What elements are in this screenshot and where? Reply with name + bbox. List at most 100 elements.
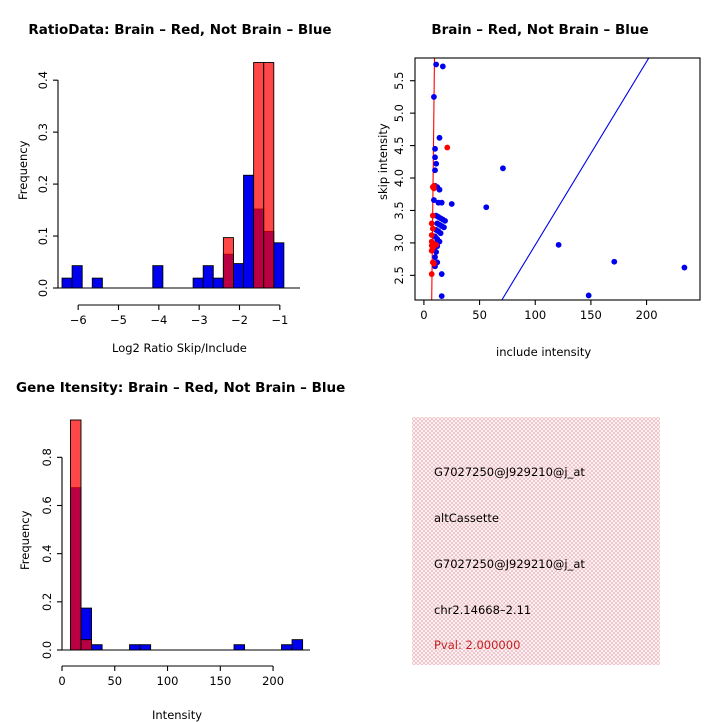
scatter-point <box>431 260 437 267</box>
info-chromosome-location: chr2.14668–2.11 <box>434 603 532 617</box>
histogram-bar <box>253 62 265 289</box>
scatter-point <box>441 224 447 231</box>
scatter-point <box>429 212 436 219</box>
scatter-point <box>442 217 448 224</box>
gene-x-tick-label: 150 <box>209 674 231 688</box>
histogram-bar <box>152 265 164 289</box>
histogram-bar <box>202 265 214 289</box>
scatter-point <box>611 258 618 265</box>
gene-x-tick-label: 200 <box>262 674 284 688</box>
histogram-bar <box>80 639 92 651</box>
scatter-x-tick-label: 50 <box>472 308 487 322</box>
gene-histogram-title: Gene Itensity: Brain – Red, Not Brain – … <box>16 380 346 396</box>
scatter-point <box>428 247 435 254</box>
ratio-y-tick-label: 0.2 <box>36 175 50 193</box>
gene-histogram-xlabel: Intensity <box>152 708 203 722</box>
gene-y-tick-label: 0.8 <box>40 448 54 466</box>
ratio-x-tick-label: −4 <box>150 313 167 327</box>
info-probe-id-primary: G7027250@J929210@j_at <box>434 465 585 479</box>
scatter-data-group <box>428 58 688 300</box>
ratio-y-tick-label: 0.1 <box>36 227 50 245</box>
histogram-bar <box>281 644 293 651</box>
histogram-bar <box>91 644 103 651</box>
scatter-y-tick-label: 5.5 <box>392 72 406 90</box>
scatter-point <box>444 144 451 151</box>
info-probe-id-secondary: G7027250@J929210@j_at <box>434 557 585 571</box>
scatter-canvas: 2.5 3.0 3.5 4.0 4.5 5.0 5.5 0 50 100 150 200 <box>392 57 701 322</box>
scatter-point <box>433 160 440 167</box>
info-pvalue: Pval: 2.000000 <box>434 638 521 652</box>
ratio-histogram-ylabel: Frequency <box>16 140 30 200</box>
scatter-title: Brain – Red, Not Brain – Blue <box>431 22 649 38</box>
histogram-bar <box>139 644 152 651</box>
scatter-point <box>436 134 443 141</box>
ratio-x-tick-label: −3 <box>191 313 208 327</box>
ratio-x-tick-label: −2 <box>231 313 248 327</box>
gene-hist-group: 0.0 0.2 0.4 0.6 0.8 0 50 100 150 200 <box>40 419 310 688</box>
scatter-point <box>585 292 592 299</box>
histogram-bar <box>192 277 204 289</box>
histogram-bar <box>233 644 246 651</box>
scatter-point <box>431 197 437 203</box>
histogram-bar <box>69 419 82 651</box>
scatter-point <box>681 264 688 271</box>
ratio-y-tick-label: 0.3 <box>36 123 50 141</box>
histogram-bar <box>273 242 285 289</box>
scatter-point <box>448 201 455 207</box>
gene-x-tick-label: 0 <box>58 674 65 688</box>
scatter-point <box>433 249 440 255</box>
scatter-point <box>428 271 435 277</box>
gene-y-tick-label: 0.4 <box>40 545 54 563</box>
ratio-x-tick-label: −5 <box>110 313 127 327</box>
ratio-y-tick-label: 0.4 <box>36 71 50 89</box>
panel-ratio-histogram: RatioData: Brain – Red, Not Brain – Blue… <box>0 0 360 360</box>
scatter-point <box>432 145 438 152</box>
histogram-bar <box>232 263 244 289</box>
scatter-point <box>428 232 435 239</box>
gene-y-tick-label: 0.2 <box>40 593 54 611</box>
scatter-point <box>500 165 506 172</box>
gene-histogram-canvas: 0.0 0.2 0.4 0.6 0.8 0 50 100 150 200 <box>40 419 310 688</box>
histogram-bar <box>263 62 275 289</box>
scatter-point <box>438 199 445 206</box>
gene-x-tick-label: 100 <box>157 674 179 688</box>
ratio-x-tick-label: −1 <box>271 313 288 327</box>
panel-gene-intensity-histogram: Gene Itensity: Brain – Red, Not Brain – … <box>0 360 360 722</box>
gene-histogram-ylabel: Frequency <box>18 510 32 570</box>
histogram-bar <box>222 237 234 289</box>
scatter-y-tick-label: 3.0 <box>392 234 406 252</box>
ratio-hist-group: 0.0 0.1 0.2 0.3 0.4 −6 −5 −4 −3 −2 −1 <box>36 62 300 327</box>
scatter-point <box>439 63 446 70</box>
scatter-point <box>429 225 436 232</box>
gene-x-tick-label: 50 <box>107 674 122 688</box>
scatter-x-tick-label: 0 <box>420 308 427 322</box>
ratio-histogram-title: RatioData: Brain – Red, Not Brain – Blue <box>28 22 332 38</box>
gene-y-tick-label: 0.0 <box>40 641 54 659</box>
histogram-bar <box>212 277 224 289</box>
scatter-group: 2.5 3.0 3.5 4.0 4.5 5.0 5.5 0 50 100 150 200 <box>392 57 701 322</box>
histogram-bar <box>129 644 141 651</box>
scatter-point <box>428 220 435 227</box>
ratio-histogram-canvas: 0.0 0.1 0.2 0.3 0.4 −6 −5 −4 −3 −2 −1 <box>36 62 300 327</box>
scatter-point <box>438 271 445 277</box>
histogram-bar <box>71 265 83 289</box>
ratio-x-tick-label: −6 <box>70 313 87 327</box>
info-event-type: altCassette <box>434 511 499 525</box>
scatter-point <box>483 204 490 211</box>
scatter-point <box>433 61 440 68</box>
scatter-point <box>437 230 444 237</box>
scatter-x-tick-label: 100 <box>524 308 546 322</box>
scatter-y-tick-label: 2.5 <box>392 266 406 284</box>
scatter-point <box>432 254 438 261</box>
scatter-x-tick-label: 200 <box>636 308 658 322</box>
scatter-plot-frame <box>414 57 701 301</box>
scatter-point <box>438 293 445 300</box>
scatter-point <box>436 186 443 193</box>
scatter-x-tick-label: 150 <box>580 308 602 322</box>
scatter-y-tick-label: 3.5 <box>392 201 406 219</box>
scatter-fit-line <box>501 58 650 300</box>
scatter-point <box>432 154 438 161</box>
scatter-xlabel: include intensity <box>496 345 592 359</box>
scatter-point <box>555 241 562 248</box>
scatter-ylabel: skip intensity <box>376 123 390 200</box>
